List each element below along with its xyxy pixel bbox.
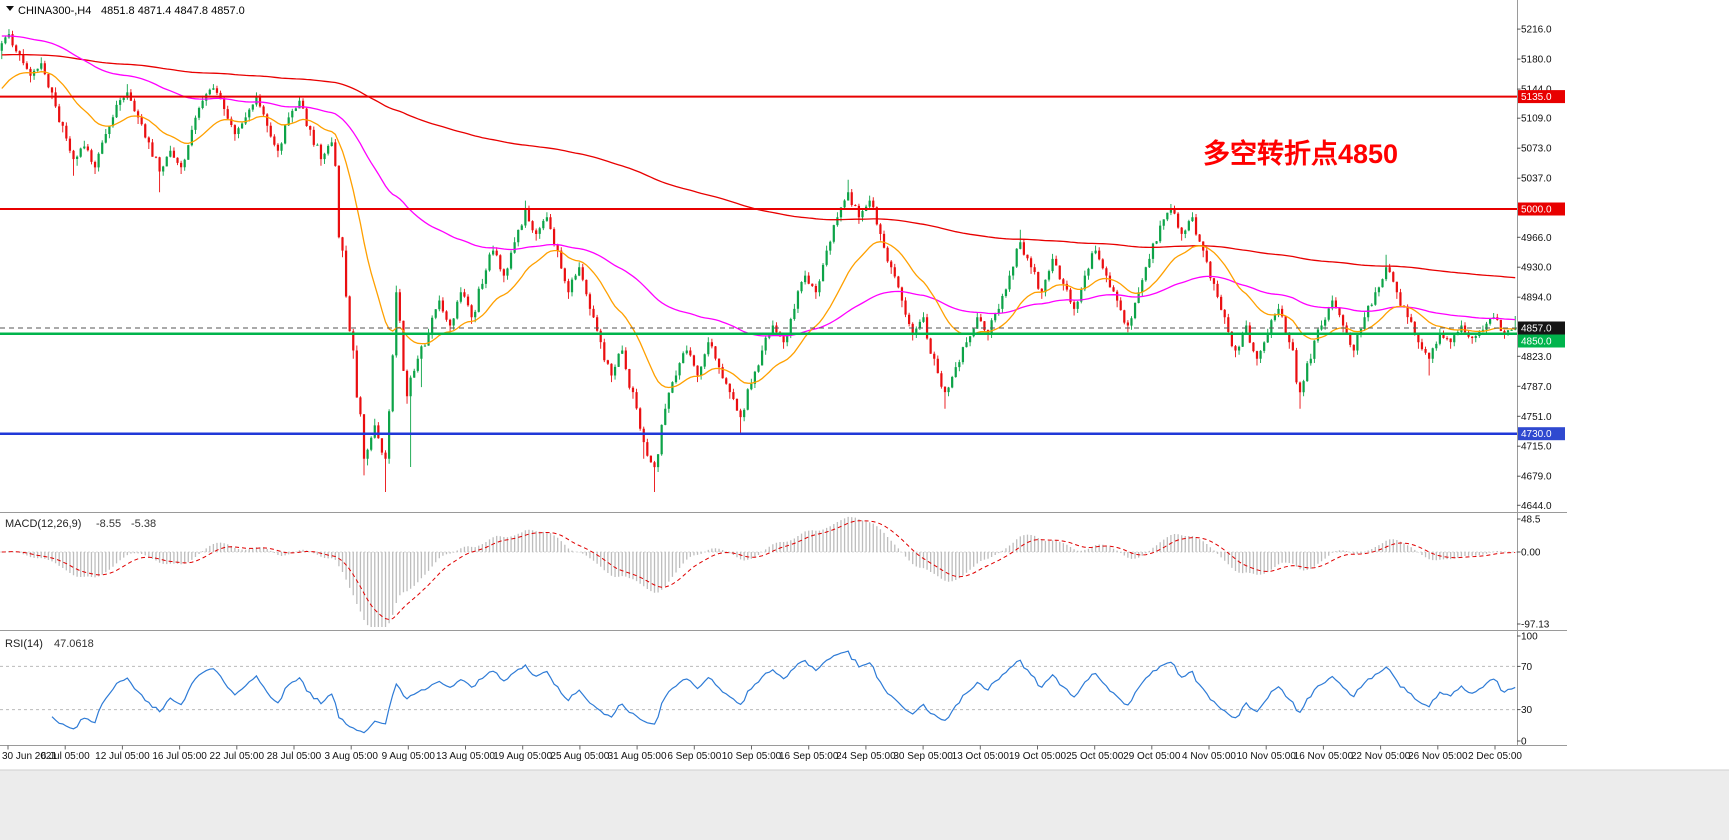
price-tick-label: 4679.0 — [1521, 472, 1552, 483]
price-tick-label: 4966.0 — [1521, 233, 1552, 244]
time-axis-label: 30 Jun 2021 — [2, 751, 57, 762]
price-line-badge-label: 4730.0 — [1521, 429, 1552, 440]
price-line-badge-label: 5135.0 — [1521, 92, 1552, 103]
macd-signal-value: -5.38 — [131, 518, 156, 530]
mid-ma-line — [1, 35, 1516, 337]
price-line-badge-label: 4850.0 — [1521, 337, 1552, 348]
time-axis-label: 12 Jul 05:00 — [95, 751, 150, 762]
fast-ma-line — [1, 71, 1516, 389]
price-line-badge-5135.0: 5135.0 — [1518, 90, 1565, 104]
time-axis-label: 2 Dec 05:00 — [1468, 751, 1522, 762]
time-axis-label: 24 Sep 05:00 — [836, 751, 896, 762]
price-line-badge-4857.0: 4857.0 — [1518, 321, 1565, 335]
up-candle-wicks — [1, 29, 1516, 472]
time-axis-label: 9 Aug 05:00 — [382, 751, 436, 762]
rsi-label: RSI(14) — [5, 638, 43, 650]
symbol-dropdown-icon[interactable] — [6, 6, 14, 11]
price-line-badge-label: 5000.0 — [1521, 205, 1552, 216]
price-tick-label: 4751.0 — [1521, 412, 1552, 423]
time-axis-label: 3 Aug 05:00 — [325, 751, 379, 762]
macd-scale-label: -97.13 — [1521, 620, 1550, 631]
time-axis-label: 19 Oct 05:00 — [1009, 751, 1067, 762]
price-tick-label: 4823.0 — [1521, 352, 1552, 363]
time-axis-label: 6 Sep 05:00 — [667, 751, 721, 762]
price-line-badge-4730.0: 4730.0 — [1518, 427, 1565, 441]
price-line-badge-5000.0: 5000.0 — [1518, 202, 1565, 216]
time-axis-label: 30 Sep 05:00 — [893, 751, 953, 762]
time-axis-label: 16 Jul 05:00 — [152, 751, 207, 762]
macd-pane[interactable] — [0, 516, 1517, 627]
price-line-badge-label: 4857.0 — [1521, 324, 1552, 335]
window-bottom-strip — [0, 770, 1729, 840]
price-tick-label: 5109.0 — [1521, 114, 1552, 125]
price-tick-label: 4644.0 — [1521, 501, 1552, 512]
rsi-pane[interactable] — [0, 650, 1517, 734]
macd-label: MACD(12,26,9) — [5, 518, 81, 530]
down-candle-wicks — [12, 30, 1505, 492]
price-tick-label: 5180.0 — [1521, 55, 1552, 66]
time-axis-label: 22 Nov 05:00 — [1351, 751, 1411, 762]
time-axis-label: 19 Aug 05:00 — [493, 751, 552, 762]
time-axis-label: 22 Jul 05:00 — [210, 751, 265, 762]
annotation-text: 多空转折点4850 — [1203, 138, 1398, 169]
macd-scale-label: 0.00 — [1521, 548, 1541, 559]
time-axis-label: 16 Sep 05:00 — [779, 751, 839, 762]
macd-histogram — [4, 516, 1513, 627]
time-axis-label: 16 Nov 05:00 — [1294, 751, 1354, 762]
price-tick-label: 4930.0 — [1521, 263, 1552, 274]
rsi-scale-label: 70 — [1521, 662, 1533, 673]
price-tick-label: 5037.0 — [1521, 174, 1552, 185]
rsi-scale-label: 100 — [1521, 632, 1538, 643]
time-axis-label: 25 Aug 05:00 — [550, 751, 609, 762]
ohlc-readout: 4851.8 4871.4 4847.8 4857.0 — [101, 5, 245, 17]
time-axis-label: 4 Nov 05:00 — [1182, 751, 1236, 762]
time-axis-label: 10 Sep 05:00 — [722, 751, 782, 762]
candles-layer[interactable] — [0, 29, 1517, 492]
rsi-scale-label: 30 — [1521, 705, 1533, 716]
time-axis-label: 29 Oct 05:00 — [1123, 751, 1181, 762]
time-axis-label: 26 Nov 05:00 — [1408, 751, 1468, 762]
price-tick-label: 4787.0 — [1521, 382, 1552, 393]
rsi-line — [51, 650, 1516, 734]
price-tick-label: 5073.0 — [1521, 144, 1552, 155]
price-tick-label: 4715.0 — [1521, 442, 1552, 453]
down-candle-bodies — [11, 34, 1506, 468]
symbol-title: CHINA300-,H4 — [18, 5, 91, 17]
time-axis-label: 13 Aug 05:00 — [436, 751, 495, 762]
horizontal-lines-layer[interactable] — [0, 95, 1517, 435]
time-axis-label: 28 Jul 05:00 — [267, 751, 322, 762]
macd-signal-line — [1, 520, 1516, 621]
rsi-value: 47.0618 — [54, 638, 94, 650]
time-axis-label: 31 Aug 05:00 — [608, 751, 667, 762]
price-line-badge-4850.0: 4850.0 — [1518, 334, 1565, 348]
price-tick-label: 4894.0 — [1521, 293, 1552, 304]
time-axis-label: 10 Nov 05:00 — [1236, 751, 1296, 762]
time-axis-label: 13 Oct 05:00 — [952, 751, 1010, 762]
time-axis-label: 6 Jul 05:00 — [41, 751, 90, 762]
rsi-scale-label: 0 — [1521, 737, 1527, 748]
price-tick-label: 5216.0 — [1521, 25, 1552, 36]
macd-main-value: -8.55 — [96, 518, 121, 530]
time-axis-label: 25 Oct 05:00 — [1066, 751, 1124, 762]
macd-scale-label: 48.5 — [1521, 515, 1541, 526]
